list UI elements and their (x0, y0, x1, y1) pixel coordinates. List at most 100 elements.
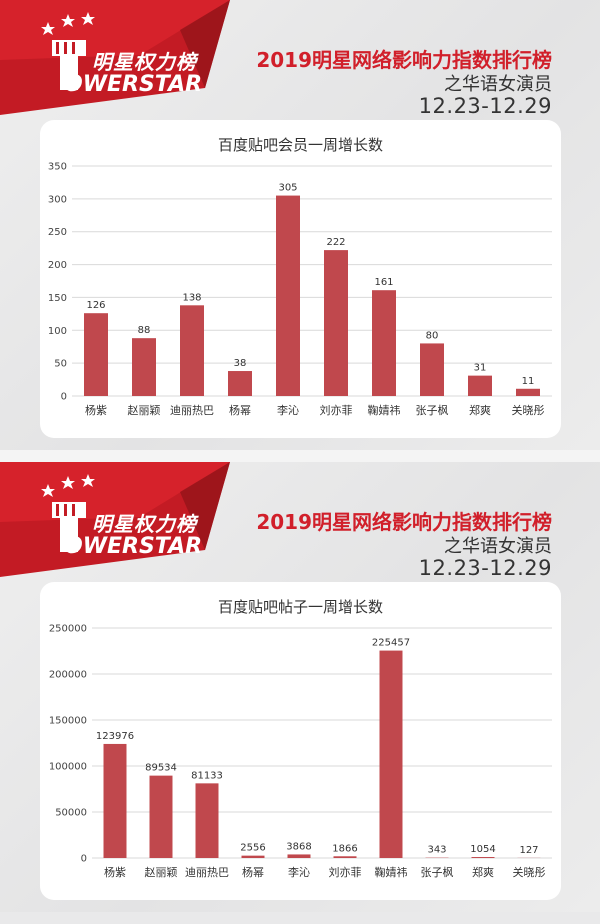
ranking-date: 12.23-12.29 (418, 94, 552, 118)
data-label: 225457 (372, 638, 410, 649)
x-tick-label: 鞠婧祎 (375, 865, 408, 879)
data-label: 88 (138, 325, 151, 336)
x-tick-label: 杨幂 (242, 865, 264, 879)
panel-divider (0, 450, 600, 462)
y-tick-label: 200 (48, 260, 67, 271)
chart-card-members: 百度贴吧会员一周增长数 0 50 100 150 200 250 300 350 126 杨紫 88 赵… (40, 120, 561, 438)
x-tick-label: 关晓彤 (513, 865, 546, 879)
x-tick-label: 郑爽 (469, 403, 491, 417)
y-tick-label: 200000 (49, 670, 87, 681)
data-label: 123976 (96, 731, 134, 742)
bar-2 (149, 775, 173, 858)
star-icon (81, 474, 95, 487)
ranking-date: 12.23-12.29 (418, 556, 552, 580)
data-label: 11 (522, 376, 535, 387)
star-icon (81, 12, 95, 25)
y-tick-label: 350 (48, 162, 67, 173)
y-tick-label: 50000 (55, 808, 87, 819)
x-tick-label: 李沁 (277, 403, 299, 417)
y-tick-label: 250000 (49, 624, 87, 635)
data-label: 31 (474, 363, 487, 374)
bar-3 (195, 783, 219, 858)
x-tick-label: 赵丽颖 (128, 403, 161, 417)
x-tick-label: 迪丽热巴 (170, 404, 214, 417)
star-icon (61, 476, 75, 489)
x-tick-label: 张子枫 (421, 865, 454, 879)
brand-name-en: OWERSTAR (64, 72, 203, 97)
x-tick-label: 杨紫 (104, 865, 126, 879)
chart-card-posts: 百度贴吧帖子一周增长数 0 50000 100000 150000 200000 25000… (40, 582, 561, 900)
star-icon (61, 14, 75, 27)
y-tick-label: 150000 (49, 716, 87, 727)
x-tick-label: 赵丽颖 (145, 865, 178, 879)
data-label: 127 (519, 845, 538, 856)
chart-title: 百度贴吧会员一周增长数 (218, 136, 383, 154)
brand-name-en: OWERSTAR (64, 534, 203, 559)
bar-5 (287, 854, 311, 858)
bar-6 (324, 250, 348, 396)
fist-icon (52, 502, 86, 552)
chart-title: 百度贴吧帖子一周增长数 (218, 598, 383, 616)
bar-4 (241, 855, 265, 858)
data-label: 305 (278, 183, 297, 194)
y-tick-label: 250 (48, 227, 67, 238)
brand-name-cn: 明星权力榜 (92, 512, 197, 536)
x-tick-label: 李沁 (288, 865, 310, 879)
fist-icon (52, 40, 86, 90)
x-tick-label: 杨紫 (85, 403, 107, 417)
ranking-subtitle: 之华语女演员 (444, 536, 552, 557)
x-tick-label: 刘亦菲 (320, 403, 353, 417)
bar-chart-posts: 百度贴吧帖子一周增长数 0 50000 100000 150000 200000 25000… (49, 598, 552, 879)
star-icon (41, 22, 55, 35)
bar-7 (379, 650, 403, 858)
brand-logo: 明星权力榜 OWERSTAR (0, 462, 230, 577)
brand-logo-background (0, 462, 230, 577)
bar-9 (468, 375, 492, 396)
bar-6 (333, 856, 357, 858)
data-label: 138 (182, 292, 201, 303)
data-label: 126 (86, 300, 105, 311)
bar-5 (276, 195, 300, 396)
y-tick-label: 100 (48, 326, 67, 337)
data-label: 222 (326, 237, 345, 248)
y-tick-label: 100000 (49, 762, 87, 773)
ranking-subtitle: 之华语女演员 (444, 74, 552, 95)
data-label: 1866 (332, 843, 357, 854)
bar-7 (372, 290, 396, 396)
y-tick-label: 300 (48, 194, 67, 205)
data-label: 3868 (286, 841, 311, 852)
data-label: 38 (234, 358, 247, 369)
bar-1 (103, 743, 127, 858)
bar-1 (84, 313, 108, 396)
data-label: 2556 (240, 843, 265, 854)
y-tick-label: 50 (54, 359, 67, 370)
x-tick-label: 迪丽热巴 (185, 866, 229, 879)
x-tick-label: 张子枫 (416, 403, 449, 417)
bar-10 (516, 388, 540, 396)
brand-name-cn: 明星权力榜 (92, 50, 197, 74)
y-tick-label: 0 (81, 854, 87, 865)
x-tick-label: 关晓彤 (512, 403, 545, 417)
data-label: 343 (427, 845, 446, 856)
x-tick-label: 鞠婧祎 (368, 403, 401, 417)
x-tick-label: 郑爽 (472, 865, 494, 879)
bar-8 (420, 343, 444, 396)
y-tick-label: 150 (48, 293, 67, 304)
bar-9 (471, 857, 495, 858)
data-label: 80 (426, 330, 439, 341)
data-label: 161 (374, 277, 393, 288)
ranking-title: 2019明星网络影响力指数排行榜 (256, 510, 552, 534)
ranking-panel-2: 明星权力榜 OWERSTAR 2019明星网络影响力指数排行榜 之华语女演员 1… (0, 462, 600, 912)
bar-2 (132, 338, 156, 396)
brand-logo-background (0, 0, 230, 115)
x-tick-label: 刘亦菲 (329, 865, 362, 879)
ranking-title: 2019明星网络影响力指数排行榜 (256, 48, 552, 72)
star-icon (41, 484, 55, 497)
data-label: 89534 (145, 763, 177, 774)
bar-3 (180, 305, 204, 396)
data-label: 81133 (191, 770, 223, 781)
x-tick-label: 杨幂 (229, 403, 251, 417)
bar-chart-members: 百度贴吧会员一周增长数 0 50 100 150 200 250 300 350 126 杨紫 88 赵… (48, 136, 552, 417)
ranking-panel-1: 明星权力榜 OWERSTAR 2019明星网络影响力指数排行榜 之华语女演员 1… (0, 0, 600, 450)
data-label: 1054 (470, 844, 495, 855)
